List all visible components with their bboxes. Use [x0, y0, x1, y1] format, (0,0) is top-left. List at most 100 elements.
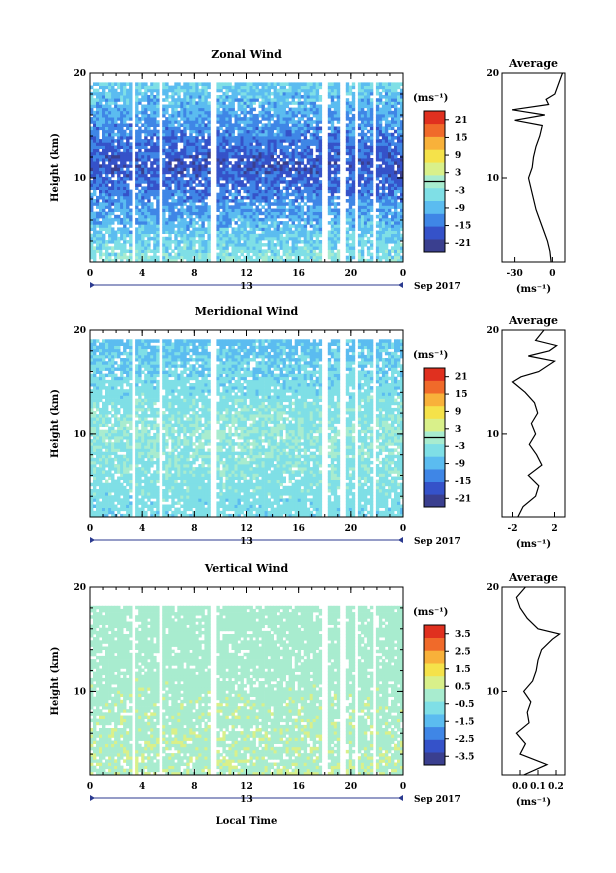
heatmap-cell — [297, 217, 302, 222]
heatmap-cell — [388, 82, 392, 86]
heatmap-cell — [357, 258, 362, 263]
heatmap-cell — [90, 205, 94, 209]
heatmap-cell — [276, 95, 280, 99]
heatmap-cell — [123, 148, 127, 153]
heatmap-cell — [141, 208, 145, 212]
heatmap-cell — [309, 154, 314, 159]
heatmap-cell — [108, 189, 112, 194]
heatmap-cell — [177, 113, 181, 118]
heatmap-cell — [336, 186, 341, 190]
heatmap-cell — [135, 217, 139, 222]
heatmap-cell — [255, 129, 259, 134]
heatmap-cell — [156, 85, 160, 90]
heatmap-cell — [111, 199, 115, 203]
heatmap-cell — [156, 95, 160, 99]
heatmap-cell — [120, 154, 124, 159]
heatmap-cell — [400, 161, 404, 165]
heatmap-cell — [90, 98, 94, 102]
heatmap-cell — [246, 154, 250, 159]
heatmap-cell — [318, 240, 323, 244]
heatmap-cell — [147, 189, 151, 194]
heatmap-cell — [168, 164, 172, 168]
heatmap-cell — [93, 432, 97, 437]
heatmap-cell — [105, 199, 109, 203]
heatmap-cell — [246, 142, 250, 146]
heatmap-cell — [388, 230, 392, 234]
heatmap-cell — [180, 236, 184, 241]
heatmap-cell — [111, 258, 115, 263]
heatmap-cell — [400, 126, 404, 131]
heatmap-cell — [397, 145, 401, 149]
heatmap-cell — [189, 101, 193, 105]
heatmap-cell — [315, 176, 320, 181]
heatmap-cell — [90, 142, 94, 146]
heatmap-cell — [162, 240, 166, 244]
heatmap-cell — [201, 91, 205, 96]
heatmap-cell — [261, 110, 265, 115]
heatmap-cell — [228, 101, 232, 105]
heatmap-cell — [360, 145, 365, 149]
heatmap-cell — [126, 195, 130, 200]
heatmap-cell — [192, 98, 196, 102]
heatmap-cell — [397, 230, 401, 234]
heatmap-cell — [261, 113, 265, 118]
heatmap-cell — [363, 217, 368, 222]
heatmap-cell — [90, 224, 94, 228]
heatmap-cell — [168, 129, 172, 134]
heatmap-cell — [168, 176, 172, 181]
heatmap-cell — [282, 95, 286, 99]
heatmap-cell — [234, 255, 238, 260]
heatmap-cell — [279, 236, 283, 241]
heatmap-cell — [291, 120, 295, 124]
heatmap-cell — [198, 170, 202, 175]
heatmap-cell — [228, 88, 232, 93]
heatmap-cell — [189, 208, 193, 212]
heatmap-cell — [207, 240, 211, 244]
heatmap-cell — [99, 243, 103, 247]
heatmap-cell — [195, 85, 199, 90]
heatmap-cell — [303, 176, 308, 181]
heatmap-cell — [201, 158, 205, 162]
heatmap-cell — [315, 139, 320, 143]
heatmap-cell — [144, 240, 148, 244]
heatmap-cell — [360, 82, 365, 86]
heatmap-cell — [400, 186, 404, 190]
heatmap-cell — [180, 224, 184, 228]
heatmap-cell — [138, 221, 142, 225]
heatmap-cell — [258, 167, 262, 172]
heatmap-cell — [183, 136, 187, 140]
heatmap-cell — [273, 208, 277, 212]
heatmap-cell — [195, 240, 199, 244]
heatmap-cell — [369, 170, 374, 175]
heatmap-cell — [183, 123, 187, 127]
heatmap-cell — [267, 91, 271, 96]
heatmap-cell — [378, 142, 383, 146]
heatmap-cell — [96, 176, 100, 181]
heatmap-cell — [93, 451, 97, 456]
heatmap-cell — [394, 82, 398, 86]
heatmap-cell — [168, 170, 172, 175]
heatmap-cell — [90, 233, 94, 238]
heatmap-cell — [207, 217, 211, 222]
heatmap-cell — [255, 189, 259, 194]
heatmap-cell — [171, 202, 175, 206]
heatmap-cell — [243, 183, 247, 187]
heatmap-cell — [388, 123, 392, 127]
heatmap-cell — [388, 145, 392, 149]
heatmap-cell — [228, 85, 232, 90]
heatmap-cell — [183, 164, 187, 168]
heatmap-cell — [282, 104, 286, 109]
heatmap-cell — [288, 136, 292, 140]
heatmap-cell — [189, 243, 193, 247]
heatmap-cell — [327, 208, 332, 212]
heatmap-cell — [267, 107, 271, 112]
heatmap-cell — [219, 202, 223, 206]
heatmap-cell — [183, 154, 187, 159]
heatmap-cell — [264, 139, 268, 143]
heatmap-cell — [400, 170, 404, 175]
heatmap-cell — [400, 110, 404, 115]
heatmap-cell — [186, 205, 190, 209]
heatmap-cell — [96, 180, 100, 184]
heatmap-cell — [93, 389, 97, 393]
heatmap-cell — [177, 199, 181, 203]
